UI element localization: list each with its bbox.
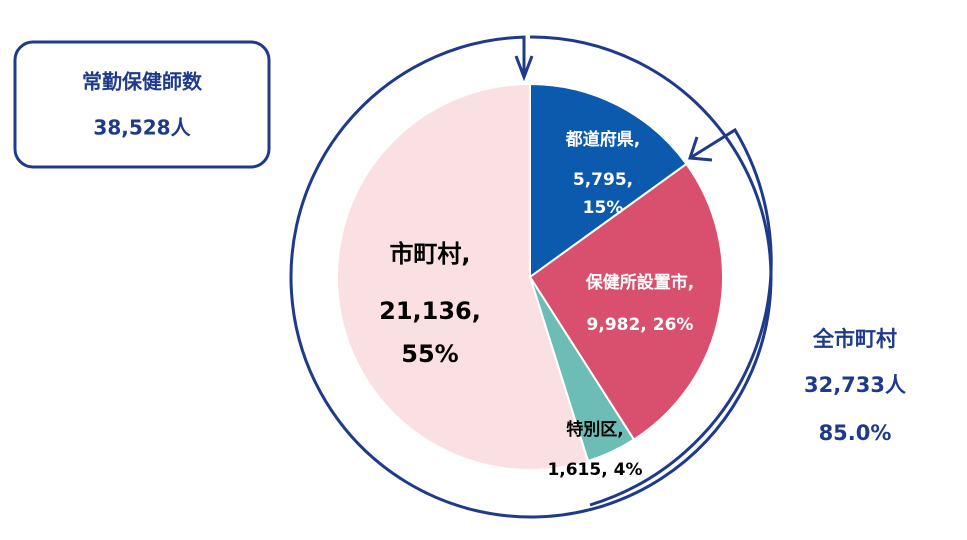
summary-box: [13, 40, 271, 169]
slice-value: 9,982,: [587, 315, 647, 335]
city-arrow: [589, 127, 773, 507]
pie-slice: [529, 82, 688, 279]
slice-name: 都道府県,: [565, 129, 640, 150]
outer-arrow: [289, 35, 773, 519]
slice-percent: 4%: [614, 460, 643, 480]
annotation-value: 32,733人: [804, 373, 906, 397]
pie-slice: [336, 82, 590, 471]
arrow-head: [687, 136, 713, 162]
slice-value: 21,136,: [379, 297, 481, 325]
slice-percent: 55%: [401, 340, 458, 368]
annotation-title: 全市町村: [812, 327, 897, 351]
slice-value-line: 9,982, 26%: [587, 315, 694, 335]
arrow-head: [514, 55, 534, 82]
slice-name: 保健所設置市,: [585, 272, 694, 293]
slice-percent: 15%: [583, 198, 624, 218]
slice-value: 5,795,: [573, 170, 633, 190]
annotation-share: 85.0%: [819, 421, 892, 445]
pie: 都道府県, 5,795, 15% 保健所設置市, 9,982, 26% 特別区, 1,615,…: [336, 82, 724, 480]
slice-percent: 26%: [653, 315, 694, 335]
slice-name: 特別区,: [566, 419, 623, 440]
slice-name: 市町村,: [389, 240, 470, 268]
pie-slice: [528, 162, 724, 442]
summary-value: 38,528人: [93, 116, 191, 140]
slice-value: 1,615,: [547, 460, 607, 480]
summary-title: 常勤保健師数: [82, 70, 203, 94]
slice-value-line: 1,615, 4%: [547, 460, 642, 480]
